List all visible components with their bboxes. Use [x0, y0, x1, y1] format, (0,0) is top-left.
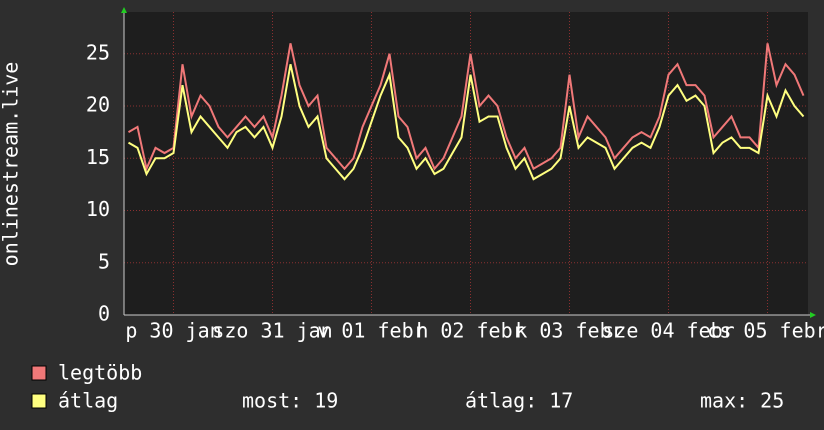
- y-tick-label: 5: [98, 249, 110, 273]
- y-tick-label: 0: [98, 302, 110, 326]
- stat-value: 25: [760, 389, 784, 413]
- stat-value: 19: [314, 389, 338, 413]
- legend-swatch: [31, 393, 47, 409]
- x-tick-label: sze 04 febr: [602, 319, 734, 343]
- x-tick-label: h 02 febr: [416, 319, 524, 343]
- x-tick-label: v 01 febr: [317, 319, 425, 343]
- y-tick-label: 15: [86, 145, 110, 169]
- y-tick-label: 25: [86, 40, 110, 64]
- x-tick-label: szo 31 jan: [212, 319, 332, 343]
- stat-label: átlag:: [465, 389, 537, 413]
- plot-area: [124, 12, 808, 315]
- y-tick-label: 10: [86, 197, 110, 221]
- series-line: [127, 64, 805, 181]
- legend-swatch: [31, 365, 47, 381]
- axis-arrow: [810, 312, 816, 318]
- stat-value: 17: [549, 389, 573, 413]
- legend-label: átlag: [58, 389, 118, 413]
- series-line: [127, 43, 805, 172]
- y-axis-label: onlinestream.live: [0, 62, 23, 267]
- x-tick-label: p 30 jan: [125, 319, 221, 343]
- axis-arrow: [121, 7, 127, 13]
- y-tick-label: 20: [86, 93, 110, 117]
- x-tick-label: cs 05 febr: [707, 319, 824, 343]
- x-tick-label: k 03 febr: [515, 319, 623, 343]
- stat-label: most:: [242, 389, 302, 413]
- legend-label: legtöbb: [58, 361, 142, 385]
- stat-label: max:: [700, 389, 748, 413]
